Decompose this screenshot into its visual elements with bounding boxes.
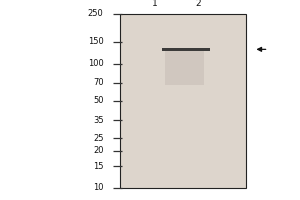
Text: 35: 35 [93,116,104,125]
Text: 100: 100 [88,59,103,68]
Text: 150: 150 [88,37,103,46]
Text: 15: 15 [93,162,104,171]
Text: 1: 1 [152,0,158,8]
Text: 50: 50 [93,96,104,105]
Bar [120,14,246,188]
Bar [165,51,204,85]
Text: 250: 250 [88,9,103,18]
Bar [162,48,210,51]
Text: 10: 10 [93,184,104,192]
Text: 20: 20 [93,146,104,155]
Text: 25: 25 [93,134,104,143]
Text: 70: 70 [93,78,104,87]
Text: 2: 2 [195,0,201,8]
